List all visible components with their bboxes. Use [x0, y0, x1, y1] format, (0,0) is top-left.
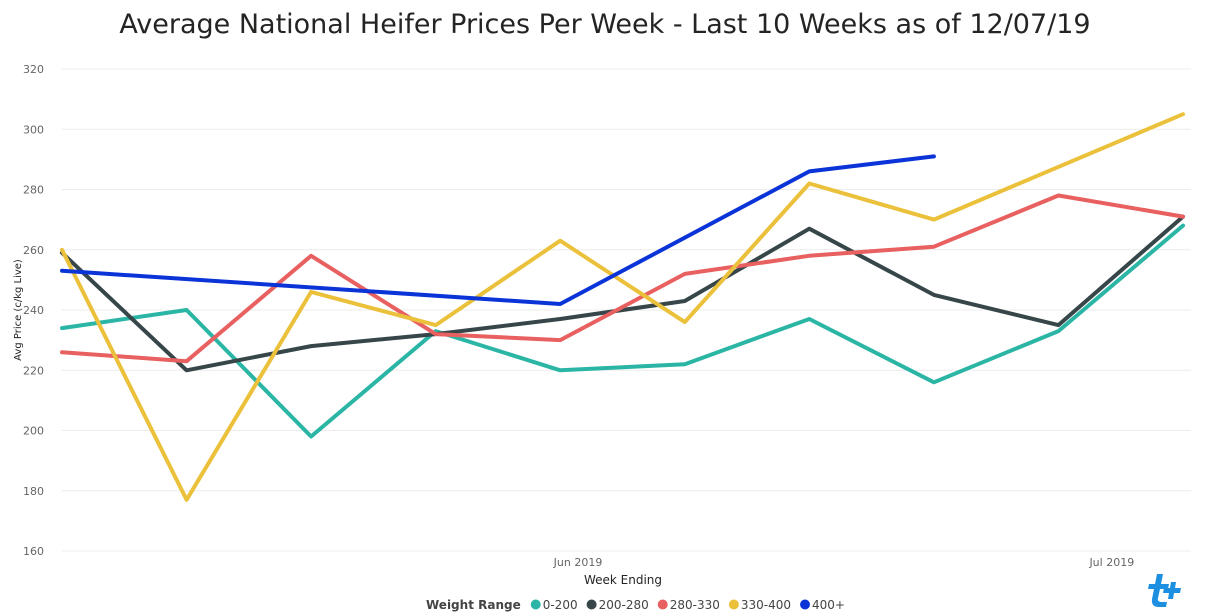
legend-entry: 400+ [812, 598, 845, 612]
legend-entry: 330-400 [741, 598, 791, 612]
x-tick-label: Jun 2019 [553, 556, 603, 569]
legend-marker [728, 599, 739, 610]
x-axis-label: Week Ending [584, 573, 662, 587]
y-tick-label: 200 [23, 425, 44, 438]
y-tick-label: 300 [23, 123, 44, 136]
chart-title: Average National Heifer Prices Per Week … [119, 9, 1090, 40]
x-axis-ticks: Jun 2019 Jul 2019 [553, 556, 1135, 569]
y-tick-label: 320 [23, 63, 44, 76]
y-tick-label: 260 [23, 244, 44, 257]
series-line-200-280 [60, 214, 1185, 373]
series-line-0-200 [60, 223, 1185, 439]
legend-marker [657, 599, 668, 610]
legend-entry: 0-200 [543, 598, 578, 612]
y-tick-label: 240 [23, 304, 44, 317]
y-axis-ticks: 160 180 200 220 240 260 280 300 320 [23, 63, 44, 558]
y-tick-label: 180 [23, 485, 44, 498]
y-tick-label: 220 [23, 364, 44, 377]
legend-entry: 200-280 [599, 598, 649, 612]
brand-logo-icon [1148, 574, 1181, 607]
series-line-280-330 [60, 193, 1185, 364]
legend-marker [800, 599, 811, 610]
y-tick-label: 160 [23, 545, 44, 558]
y-tick-label: 280 [23, 184, 44, 197]
legend-marker [586, 599, 597, 610]
series-line-330-400 [60, 112, 1185, 502]
series-lines [60, 112, 1185, 502]
legend: Weight Range 0-200 200-280 280-330 330-400 4… [426, 598, 845, 612]
legend-title: Weight Range [426, 598, 521, 612]
legend-marker [530, 599, 541, 610]
series-line-400+ [60, 154, 936, 306]
x-tick-label: Jul 2019 [1088, 556, 1134, 569]
legend-entry: 280-330 [670, 598, 720, 612]
y-axis-label: Avg Price (c/kg Live) [13, 259, 24, 361]
